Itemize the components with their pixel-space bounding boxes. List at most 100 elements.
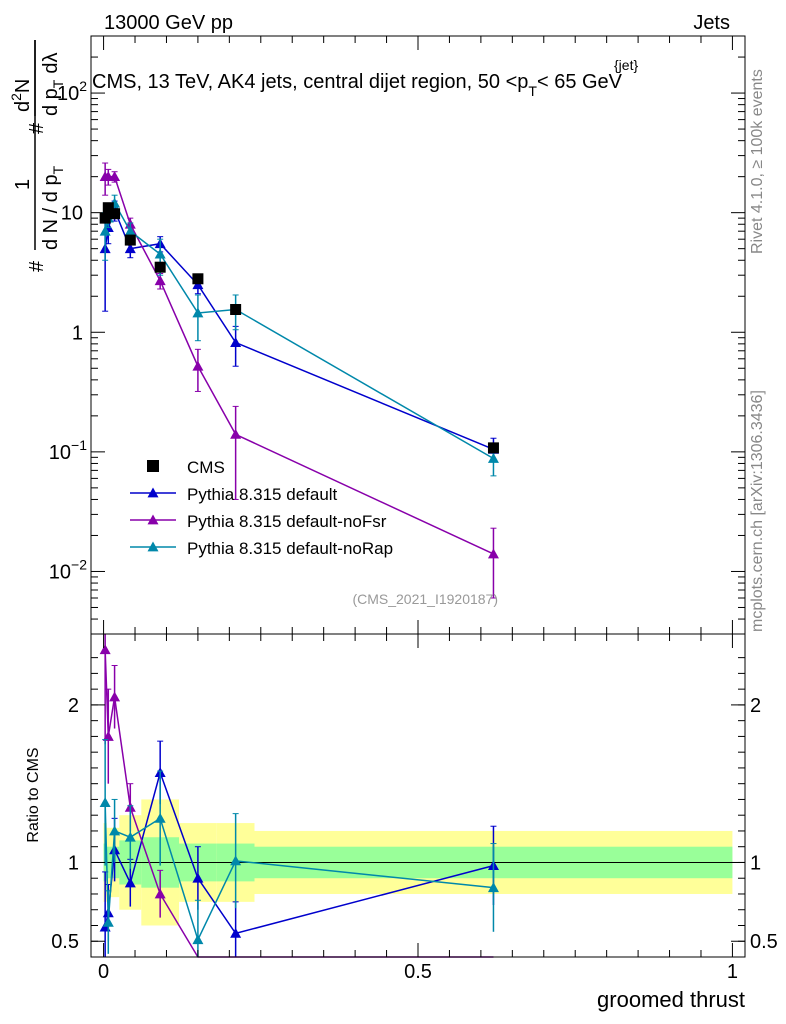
ratio-marker (154, 888, 166, 899)
ratio-tick-label: 1 (68, 852, 79, 874)
series-marker (230, 428, 242, 439)
series-marker (154, 275, 166, 286)
y-tick-label: 10 (61, 203, 83, 225)
series-marker (487, 548, 499, 559)
main-series (99, 162, 499, 599)
legend-marker (147, 514, 159, 525)
y-label-sup: 2 (8, 93, 24, 101)
ratio-marker (230, 855, 242, 866)
cms-data-point (109, 208, 121, 220)
y-label-hash-1: # (26, 260, 48, 272)
y-tick-label: 10−1 (49, 437, 87, 464)
y-label-numerator: 1 (12, 179, 34, 190)
chart-title-suffix: < 65 GeV (537, 71, 623, 93)
svg-text:d pTdλ: d pTdλ (40, 53, 66, 117)
y-tick-label: 10−2 (49, 556, 87, 583)
ratio-marker (154, 812, 166, 823)
y-tick-exp: −2 (71, 556, 87, 572)
y-axis-label: # 1 d N / d pT # d2N d pTdλ (8, 40, 66, 272)
cms-data-point (99, 212, 111, 224)
y-tick-base: 10 (57, 83, 79, 105)
x-tick-label: 0 (98, 961, 109, 983)
y-label-sub-1: T (50, 165, 66, 174)
ratio-axis-ticks: 0.5 0.5 1 1 2 2 0 0.5 1 (51, 634, 778, 983)
ratio-marker (109, 825, 121, 836)
series-marker (154, 248, 166, 259)
legend: CMS Pythia 8.315 default Pythia 8.315 defa… (130, 458, 393, 558)
chart-title-sup: {jet} (614, 57, 638, 73)
ratio-tick-label: 0.5 (51, 931, 79, 953)
ratio-marker (99, 797, 111, 807)
svg-text:d2N: d2N (8, 79, 34, 112)
analysis-id: (CMS_2021_I1920187) (352, 591, 498, 607)
category-label: Jets (693, 12, 730, 34)
y-tick-exp: 2 (79, 78, 87, 94)
y-tick-label: 1 (72, 322, 83, 344)
rivet-label: Rivet 4.1.0, ≥ 100k events (749, 69, 766, 254)
ratio-tick-label: 2 (68, 695, 79, 717)
y-label-dlambda: dλ (40, 53, 62, 74)
y-label-dp: d p (40, 88, 62, 116)
svg-text:#: # (26, 122, 48, 134)
energy-label: 13000 GeV pp (104, 12, 233, 34)
legend-label: Pythia 8.315 default (187, 485, 338, 504)
x-axis-label: groomed thrust (597, 987, 745, 1012)
y-tick-exp: −1 (71, 437, 87, 453)
series-marker (124, 225, 136, 236)
y-label-d: d (12, 101, 34, 112)
svg-text:d N / d pT: d N / d pT (40, 165, 66, 250)
mcplots-label: mcplots.cern.ch [arXiv:1306.3436] (749, 390, 766, 632)
series-marker (99, 225, 111, 236)
ratio-tick-label-right: 0.5 (750, 931, 778, 953)
chart-title-sub: T (528, 83, 537, 99)
ratio-band (91, 799, 745, 926)
y-label-n: N (12, 79, 34, 93)
series-marker (192, 307, 204, 318)
cms-data-point (487, 442, 499, 454)
legend-marker (147, 487, 159, 498)
ratio-tick-label-right: 2 (750, 695, 761, 717)
ratio-marker (109, 691, 121, 702)
ratio-marker (487, 882, 499, 893)
ratio-panel: 0.5 0.5 1 1 2 2 0 0.5 1 (51, 633, 778, 983)
ratio-marker (230, 927, 242, 938)
ratio-marker (124, 877, 136, 888)
ratio-frame (90, 633, 746, 958)
cms-data-point (154, 261, 166, 273)
cms-data-point (192, 273, 204, 285)
x-tick-label: 0.5 (404, 961, 432, 983)
ratio-series (99, 633, 499, 958)
legend-label: CMS (187, 458, 225, 477)
series-marker (487, 453, 499, 463)
ratio-y-label: Ratio to CMS (25, 747, 42, 842)
cms-data-point (230, 304, 242, 316)
ratio-line (104, 802, 494, 942)
y-tick-base: 10 (49, 561, 71, 583)
svg-text:CMS, 13 TeV, AK4 jets, central: CMS, 13 TeV, AK4 jets, central dijet reg… (92, 71, 623, 99)
legend-label: Pythia 8.315 default-noFsr (187, 512, 387, 531)
ratio-marker (102, 916, 114, 927)
series-marker (109, 171, 121, 182)
series-line (104, 201, 494, 460)
cms-data-point (102, 202, 114, 214)
x-tick-label: 1 (727, 961, 738, 983)
cms-data-point (124, 234, 136, 246)
ratio-marker (192, 872, 204, 883)
ratio-tick-label-right: 1 (750, 852, 761, 874)
svg-text:#: # (26, 260, 48, 272)
legend-marker (147, 541, 159, 552)
y-tick-label: 102 (57, 78, 87, 105)
y-label-hash-2: # (26, 122, 48, 134)
ratio-marker (102, 730, 114, 741)
ratio-marker (124, 831, 136, 842)
chart-title-prefix: CMS, 13 TeV, AK4 jets, central dijet reg… (92, 71, 528, 93)
ratio-marker (192, 934, 204, 945)
y-label-dndpt: d N / d p (40, 174, 62, 250)
series-marker (192, 360, 204, 371)
legend-label: Pythia 8.315 default-noRap (187, 539, 393, 558)
y-tick-base: 10 (49, 442, 71, 464)
legend-cms-marker (147, 460, 159, 472)
ratio-marker (99, 644, 111, 655)
